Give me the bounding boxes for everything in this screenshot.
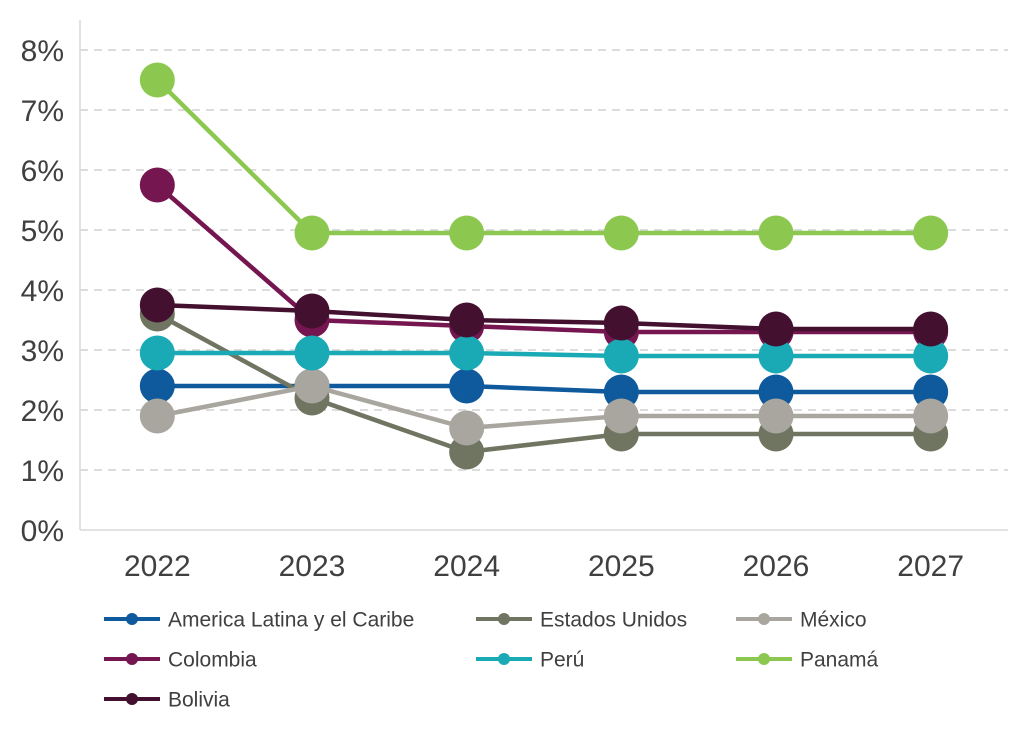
legend-item: Bolivia	[104, 689, 230, 712]
data-point	[758, 215, 794, 251]
legend-item: Colombia	[104, 649, 257, 672]
y-tick-label: 7%	[21, 95, 64, 128]
data-point	[139, 398, 175, 434]
y-tick-label: 8%	[21, 35, 64, 68]
data-point	[449, 368, 485, 404]
legend-dot-marker	[126, 653, 138, 665]
data-point	[758, 374, 794, 410]
y-tick-label: 5%	[21, 215, 64, 248]
data-point	[139, 368, 175, 404]
series-line	[155, 183, 931, 335]
legend-item: Estados Unidos	[476, 609, 687, 632]
legend: America Latina y el Caribe Estados Unidos…	[104, 609, 879, 712]
legend-label: Bolivia	[168, 689, 230, 712]
x-tick-label: 2027	[897, 550, 964, 583]
data-point	[449, 302, 485, 338]
data-point	[913, 215, 949, 251]
data-point	[449, 215, 485, 251]
data-point	[603, 305, 639, 341]
y-tick-label: 0%	[21, 515, 64, 548]
legend-item: Perú	[476, 649, 584, 672]
series-america-latina-y-el-caribe	[139, 368, 949, 410]
legend-label: Panamá	[800, 649, 879, 672]
y-tick-label: 3%	[21, 335, 64, 368]
series-line	[157, 350, 931, 359]
data-point	[913, 311, 949, 347]
data-point	[758, 338, 794, 374]
data-point	[913, 374, 949, 410]
data-point	[139, 287, 175, 323]
data-point	[913, 338, 949, 374]
series-group	[139, 62, 949, 470]
x-tick-label: 2022	[124, 550, 191, 583]
x-tick-label: 2023	[279, 550, 346, 583]
data-point	[603, 338, 639, 374]
data-point	[139, 167, 175, 203]
series-line	[156, 383, 931, 431]
data-point	[603, 398, 639, 434]
legend-label: Estados Unidos	[540, 609, 687, 632]
legend-label: Perú	[540, 649, 584, 672]
legend-dot-marker	[758, 613, 770, 625]
data-point	[449, 335, 485, 371]
y-tick-labels: 0% 1% 2% 3% 4% 5% 6% 7% 8%	[21, 35, 64, 548]
data-point	[449, 434, 485, 470]
x-tick-labels: 2022 2023 2024 2025 2026 2027	[124, 550, 964, 583]
series-line	[157, 302, 931, 332]
y-tick-label: 1%	[21, 455, 64, 488]
data-point	[139, 62, 175, 98]
legend-dot-marker	[126, 693, 138, 705]
data-point	[294, 293, 330, 329]
series-panam-	[139, 62, 949, 251]
data-point	[294, 368, 330, 404]
x-tick-label: 2025	[588, 550, 655, 583]
data-point	[603, 374, 639, 410]
series-line	[156, 312, 931, 455]
series-bolivia	[139, 287, 949, 347]
legend-dot-marker	[126, 613, 138, 625]
y-tick-label: 4%	[21, 275, 64, 308]
legend-item: Panamá	[736, 649, 879, 672]
series-m-xico	[139, 368, 949, 446]
x-tick-label: 2026	[743, 550, 810, 583]
y-tick-label: 2%	[21, 395, 64, 428]
axes	[79, 20, 1008, 531]
legend-dot-marker	[498, 653, 510, 665]
series-line	[157, 383, 931, 395]
legend-item: México	[736, 609, 867, 632]
y-tick-label: 6%	[21, 155, 64, 188]
series-per-	[139, 335, 949, 374]
legend-item: America Latina y el Caribe	[104, 609, 414, 632]
data-point	[913, 398, 949, 434]
data-point	[139, 335, 175, 371]
data-point	[449, 410, 485, 446]
x-tick-label: 2024	[433, 550, 500, 583]
data-point	[758, 311, 794, 347]
series-line	[155, 78, 931, 236]
legend-label: America Latina y el Caribe	[168, 609, 414, 632]
legend-dot-marker	[758, 653, 770, 665]
data-point	[603, 215, 639, 251]
data-point	[758, 398, 794, 434]
data-point	[294, 335, 330, 371]
data-point	[294, 215, 330, 251]
legend-label: Colombia	[168, 649, 257, 672]
legend-label: México	[800, 609, 867, 632]
grid-lines	[80, 49, 1008, 471]
legend-dot-marker	[498, 613, 510, 625]
